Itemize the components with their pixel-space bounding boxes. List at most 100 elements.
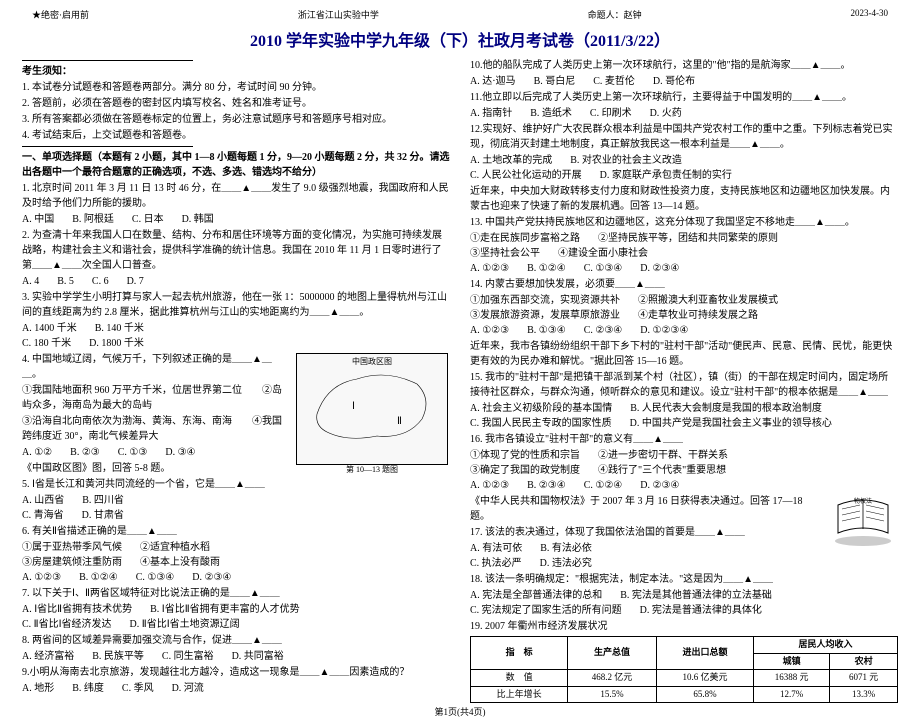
q13-cd: D. ②③④ xyxy=(640,261,679,276)
divider xyxy=(22,146,193,147)
columns: 考生须知： 1. 本试卷分试题卷和答题卷两部分。满分 80 分，考试时间 90 … xyxy=(0,57,920,703)
q12-opts: A. 土地改革的完成 B. 对农业的社会主义改造 xyxy=(470,153,898,168)
q10-a: A. 达·迦马 xyxy=(470,74,516,89)
q1-a: A. 中国 xyxy=(22,212,54,227)
q8-opts: A. 经济富裕 B. 民族平等 C. 同生富裕 D. 共同富裕 xyxy=(22,649,450,664)
q15-lead: 近年来，我市各镇纷纷组织干部下乡下村的"驻村干部"活动"便民声、民意、民情、民忧… xyxy=(470,339,898,369)
q12-c: C. 人民公社化运动的开展 xyxy=(470,168,582,183)
q5-a: A. 山西省 xyxy=(22,493,64,508)
q7-c: C. Ⅱ省比Ⅰ省经济发达 xyxy=(22,617,112,632)
q4-cd: D. ③④ xyxy=(165,445,195,460)
q14-s4: ④走草牧业可持续发展之路 xyxy=(638,308,758,323)
q1: 1. 北京时间 2011 年 3 月 11 日 13 时 46 分，在＿＿▲＿＿… xyxy=(22,181,450,211)
q7-b: B. Ⅰ省比Ⅱ省拥有更丰富的人才优势 xyxy=(150,602,300,617)
q15-c: C. 我国人民民主专政的国家性质 xyxy=(470,416,612,431)
q1-c: C. 日本 xyxy=(132,212,164,227)
q14-cc: C. ②③④ xyxy=(584,323,623,338)
header-date: 2023-4-30 xyxy=(850,8,888,21)
q1-d: D. 韩国 xyxy=(182,212,214,227)
q9-opts: A. 地形 B. 纬度 C. 季风 D. 河流 xyxy=(22,681,450,696)
q17-b: B. 有法必依 xyxy=(540,541,592,556)
q15-a: A. 社会主义初级阶段的基本国情 xyxy=(470,401,612,416)
q15-d: D. 中国共产党是我国社会主义事业的领导核心 xyxy=(630,416,832,431)
q12-a: A. 土地改革的完成 xyxy=(470,153,552,168)
q17-opts2: C. 执法必严 D. 违法必究 xyxy=(470,556,898,571)
q4-cb: B. ②③ xyxy=(70,445,100,460)
r2c2: 65.8% xyxy=(656,686,753,703)
q15-b: B. 人民代表大会制度是我国的根本政治制度 xyxy=(630,401,822,416)
q6-cb: B. ①②④ xyxy=(79,570,118,585)
q13-cc: C. ①③④ xyxy=(584,261,623,276)
q18: 18. 该法一条明确规定："根据宪法，制定本法。"这是因为＿＿▲＿＿ xyxy=(470,572,898,587)
q14-stmts2: ③发展旅游资源，发展草原旅游业 ④走草牧业可持续发展之路 xyxy=(470,308,898,323)
q13-ca: A. ①②③ xyxy=(470,261,509,276)
q16: 16. 我市各镇设立"驻村干部"的意义有＿＿▲＿＿ xyxy=(470,432,898,447)
q9: 9.小明从海南去北京旅游，发现越往北方越冷，造成这一现象是＿＿▲＿＿因素造成的？ xyxy=(22,665,450,680)
q5: 5. Ⅰ省是长江和黄河共同流经的一个省，它是＿＿▲＿＿ xyxy=(22,477,450,492)
q10: 10.他的船队完成了人类历史上第一次环球航行，这里的"他"指的是航海家＿＿▲＿＿… xyxy=(470,58,898,73)
q6-cd: D. ②③④ xyxy=(192,570,231,585)
q7: 7. 以下关于Ⅰ、Ⅱ两省区域特征对比说法正确的是＿＿▲＿＿ xyxy=(22,586,450,601)
q16-s2: ②进一步密切干群、干群关系 xyxy=(598,448,728,463)
q5-opts: A. 山西省 B. 四川省 xyxy=(22,493,450,508)
q16-s1: ①体现了党的性质和宗旨 xyxy=(470,448,580,463)
r2c0: 比上年增长 xyxy=(471,686,568,703)
q14-stmts: ①加强东西部交流，实现资源共补 ②照搬澳大利亚畜牧业发展模式 xyxy=(470,293,898,308)
th-gdp: 生产总值 xyxy=(568,637,657,670)
divider xyxy=(22,60,193,61)
q15-opts: A. 社会主义初级阶段的基本国情 B. 人民代表大会制度是我国的根本政治制度 xyxy=(470,401,898,416)
exam-page: ★绝密·启用前 浙江省江山实验中学 命题人：赵钟 2023-4-30 2010 … xyxy=(0,0,920,672)
q12-b: B. 对农业的社会主义改造 xyxy=(570,153,682,168)
q3-a: A. 1400 千米 xyxy=(22,321,77,336)
q8: 8. 两省间的区域差异需要加强交流与合作，促进＿＿▲＿＿ xyxy=(22,633,450,648)
q1-b: B. 阿根廷 xyxy=(72,212,114,227)
q16-stmts2: ③确定了我国的政党制度 ④践行了"三个代表"重要思想 xyxy=(470,463,898,478)
part1-head: 一、单项选择题（本题有 2 小题，其中 1—8 小题每题 1 分，9—20 小题… xyxy=(22,150,450,180)
q6: 6. 有关Ⅱ省描述正确的是＿＿▲＿＿ xyxy=(22,524,450,539)
r2c3: 12.7% xyxy=(754,686,830,703)
q2-c: C. 6 xyxy=(92,274,109,289)
exam-title: 2010 学年实验中学九年级（下）社政月考试卷（2011/3/22） xyxy=(0,27,920,51)
author-name: 赵钟 xyxy=(624,10,642,20)
secret-label: ★绝密·启用前 xyxy=(32,8,89,21)
q2-b: B. 5 xyxy=(57,274,74,289)
q14-s3: ③发展旅游资源，发展草原旅游业 xyxy=(470,308,620,323)
q3-c: C. 180 千米 xyxy=(22,336,71,351)
map-svg: Ⅰ Ⅱ xyxy=(297,354,447,454)
q16-s3: ③确定了我国的政党制度 xyxy=(470,463,580,478)
q17-d: D. 违法必究 xyxy=(540,556,592,571)
notice-1: 1. 本试卷分试题卷和答题卷两部分。满分 80 分，考试时间 90 分钟。 xyxy=(22,80,450,95)
q15-opts2: C. 我国人民民主专政的国家性质 D. 中国共产党是我国社会主义事业的领导核心 xyxy=(470,416,898,431)
svg-text:物权法: 物权法 xyxy=(854,497,872,505)
th-income: 居民人均收入 xyxy=(754,637,898,654)
q19: 19. 2007 年衢州市经济发展状况 xyxy=(470,619,898,634)
china-map-figure: 中国政区图 Ⅰ Ⅱ 第 10—13 题图 xyxy=(296,353,448,465)
q18-b: B. 宪法是其他普通法律的立法基础 xyxy=(620,588,772,603)
q4-ca: A. ①② xyxy=(22,445,52,460)
page-header: ★绝密·启用前 浙江省江山实验中学 命题人：赵钟 2023-4-30 xyxy=(0,0,920,23)
q17-a: A. 有法可依 xyxy=(470,541,522,556)
notice-3: 3. 所有答案都必须做在答题卷标定的位置上，务必注意试题序号和答题序号相对应。 xyxy=(22,112,450,127)
law-book-icon: 物权法 xyxy=(828,493,898,548)
q5-c: C. 青海省 xyxy=(22,508,64,523)
q11-c: C. 印刷术 xyxy=(590,106,632,121)
q13-stmts: ①走在民族同步富裕之路 ②坚持民族平等，团结和共同繁荣的原则 xyxy=(470,231,898,246)
q16-cd: D. ②③④ xyxy=(640,478,679,493)
q10-d: D. 哥伦布 xyxy=(653,74,695,89)
th-trade: 进出口总额 xyxy=(656,637,753,670)
q13-cb: B. ①②④ xyxy=(527,261,566,276)
q11: 11.他立即以后完成了人类历史上第一次环球航行，主要得益于中国发明的＿＿▲＿＿。 xyxy=(470,90,898,105)
q2-d: D. 7 xyxy=(127,274,144,289)
q16-cc: C. ①②④ xyxy=(584,478,623,493)
q16-stmts: ①体现了党的性质和宗旨 ②进一步密切干群、干群关系 xyxy=(470,448,898,463)
q7-d: D. Ⅱ省比Ⅰ省土地资源辽阔 xyxy=(130,617,240,632)
q6-s2: ②适宜种植水稻 xyxy=(140,540,210,555)
q16-ca: A. ①②③ xyxy=(470,478,509,493)
q8-d: D. 共同富裕 xyxy=(232,649,284,664)
left-column: 考生须知： 1. 本试卷分试题卷和答题卷两部分。满分 80 分，考试时间 90 … xyxy=(12,57,460,703)
q14-ca: A. ①②③ xyxy=(470,323,509,338)
q6-ca: A. ①②③ xyxy=(22,570,61,585)
q18-c: C. 宪法规定了国家生活的所有问题 xyxy=(470,603,622,618)
q8-a: A. 经济富裕 xyxy=(22,649,74,664)
th-indicator: 指 标 xyxy=(471,637,568,670)
